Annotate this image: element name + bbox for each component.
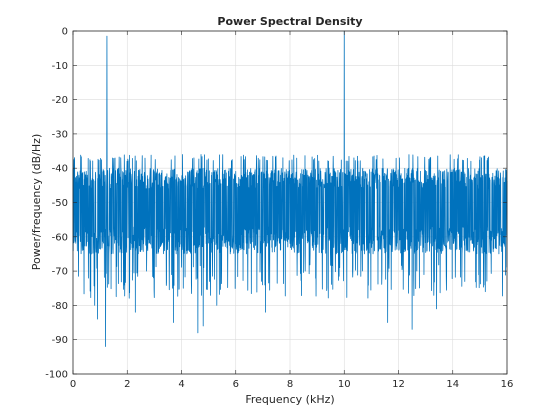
x-tick-label: 4 — [178, 379, 184, 390]
y-tick-label: -90 — [52, 335, 68, 346]
y-tick-label: -50 — [52, 198, 68, 209]
x-tick-label: 6 — [233, 379, 239, 390]
x-tick-label: 12 — [392, 379, 405, 390]
y-tick-label: 0 — [62, 27, 68, 38]
x-tick-label: 16 — [501, 379, 514, 390]
y-tick-label: -80 — [52, 301, 68, 312]
y-tick-label: -100 — [45, 370, 68, 381]
psd-series — [72, 30, 508, 347]
x-tick-label: 8 — [287, 379, 293, 390]
x-axis-label: Frequency (kHz) — [245, 393, 334, 406]
y-tick-label: -60 — [52, 232, 68, 243]
y-tick-label: -20 — [52, 95, 68, 106]
x-tick-label: 10 — [338, 379, 351, 390]
y-tick-label: -30 — [52, 129, 68, 140]
axis-ticks: 0 2 4 6 8 10 12 14 16 0 -10 -20 -30 -40 -50 -60 -70 -80 -9… — [45, 27, 513, 391]
psd-line — [72, 30, 508, 347]
x-tick-label: 0 — [70, 379, 76, 390]
x-tick-label: 2 — [124, 379, 130, 390]
chart-title: Power Spectral Density — [217, 15, 362, 28]
y-tick-label: -70 — [52, 267, 68, 278]
x-tick-label: 14 — [446, 379, 459, 390]
y-axis-label: Power/frequency (dB/Hz) — [30, 134, 43, 271]
y-tick-label: -40 — [52, 164, 68, 175]
y-tick-label: -10 — [52, 61, 68, 72]
